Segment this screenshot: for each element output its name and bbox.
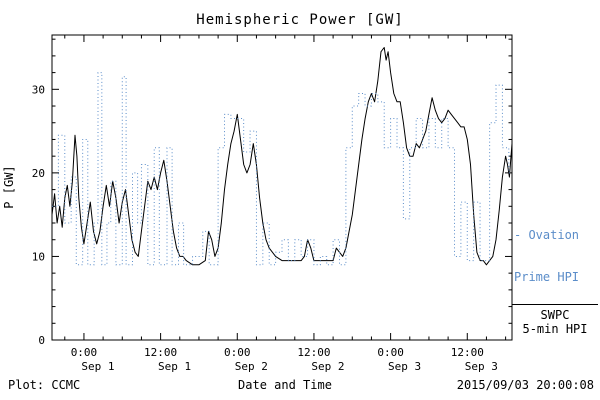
tick-label: 20 [32, 167, 45, 180]
tick-label: 12:00 [297, 346, 330, 359]
legend-swpc: SWPC 5-min HPI [512, 304, 598, 336]
series-ovation-prime-hpi [52, 72, 512, 266]
plot-credit: Plot: CCMC [8, 378, 81, 392]
tick-label: Sep 1 [81, 360, 114, 373]
tick-label: 12:00 [144, 346, 177, 359]
legend-ovation: - Ovation Prime HPI [514, 200, 579, 312]
tick-label: 0:00 [71, 346, 98, 359]
tick-label: Sep 2 [311, 360, 344, 373]
legend-swpc-line1: SWPC [540, 308, 570, 322]
tick-label: 10 [32, 250, 45, 263]
tick-label: 0:00 [377, 346, 404, 359]
tick-label: 0 [38, 334, 45, 347]
tick-label: Sep 3 [388, 360, 421, 373]
tick-label: 0:00 [224, 346, 251, 359]
legend-swpc-line2: 5-min HPI [522, 322, 588, 336]
chart-title: Hemispheric Power [GW] [196, 12, 404, 28]
tick-label: 12:00 [451, 346, 484, 359]
tick-label: Sep 3 [465, 360, 498, 373]
tick-label: 30 [32, 83, 45, 96]
swpc-line-sample [512, 304, 598, 305]
tick-label: Sep 1 [158, 360, 191, 373]
x-axis-label: Date and Time [238, 378, 332, 392]
legend-ovation-line1: - Ovation [514, 228, 580, 242]
tick-label: Sep 2 [235, 360, 268, 373]
y-axis-label: P [GW] [2, 165, 16, 209]
plot-timestamp: 2015/09/03 20:00:08 [456, 378, 594, 392]
legend-ovation-line2: Prime HPI [514, 270, 580, 284]
series-swpc-5min-hpi [51, 47, 513, 266]
